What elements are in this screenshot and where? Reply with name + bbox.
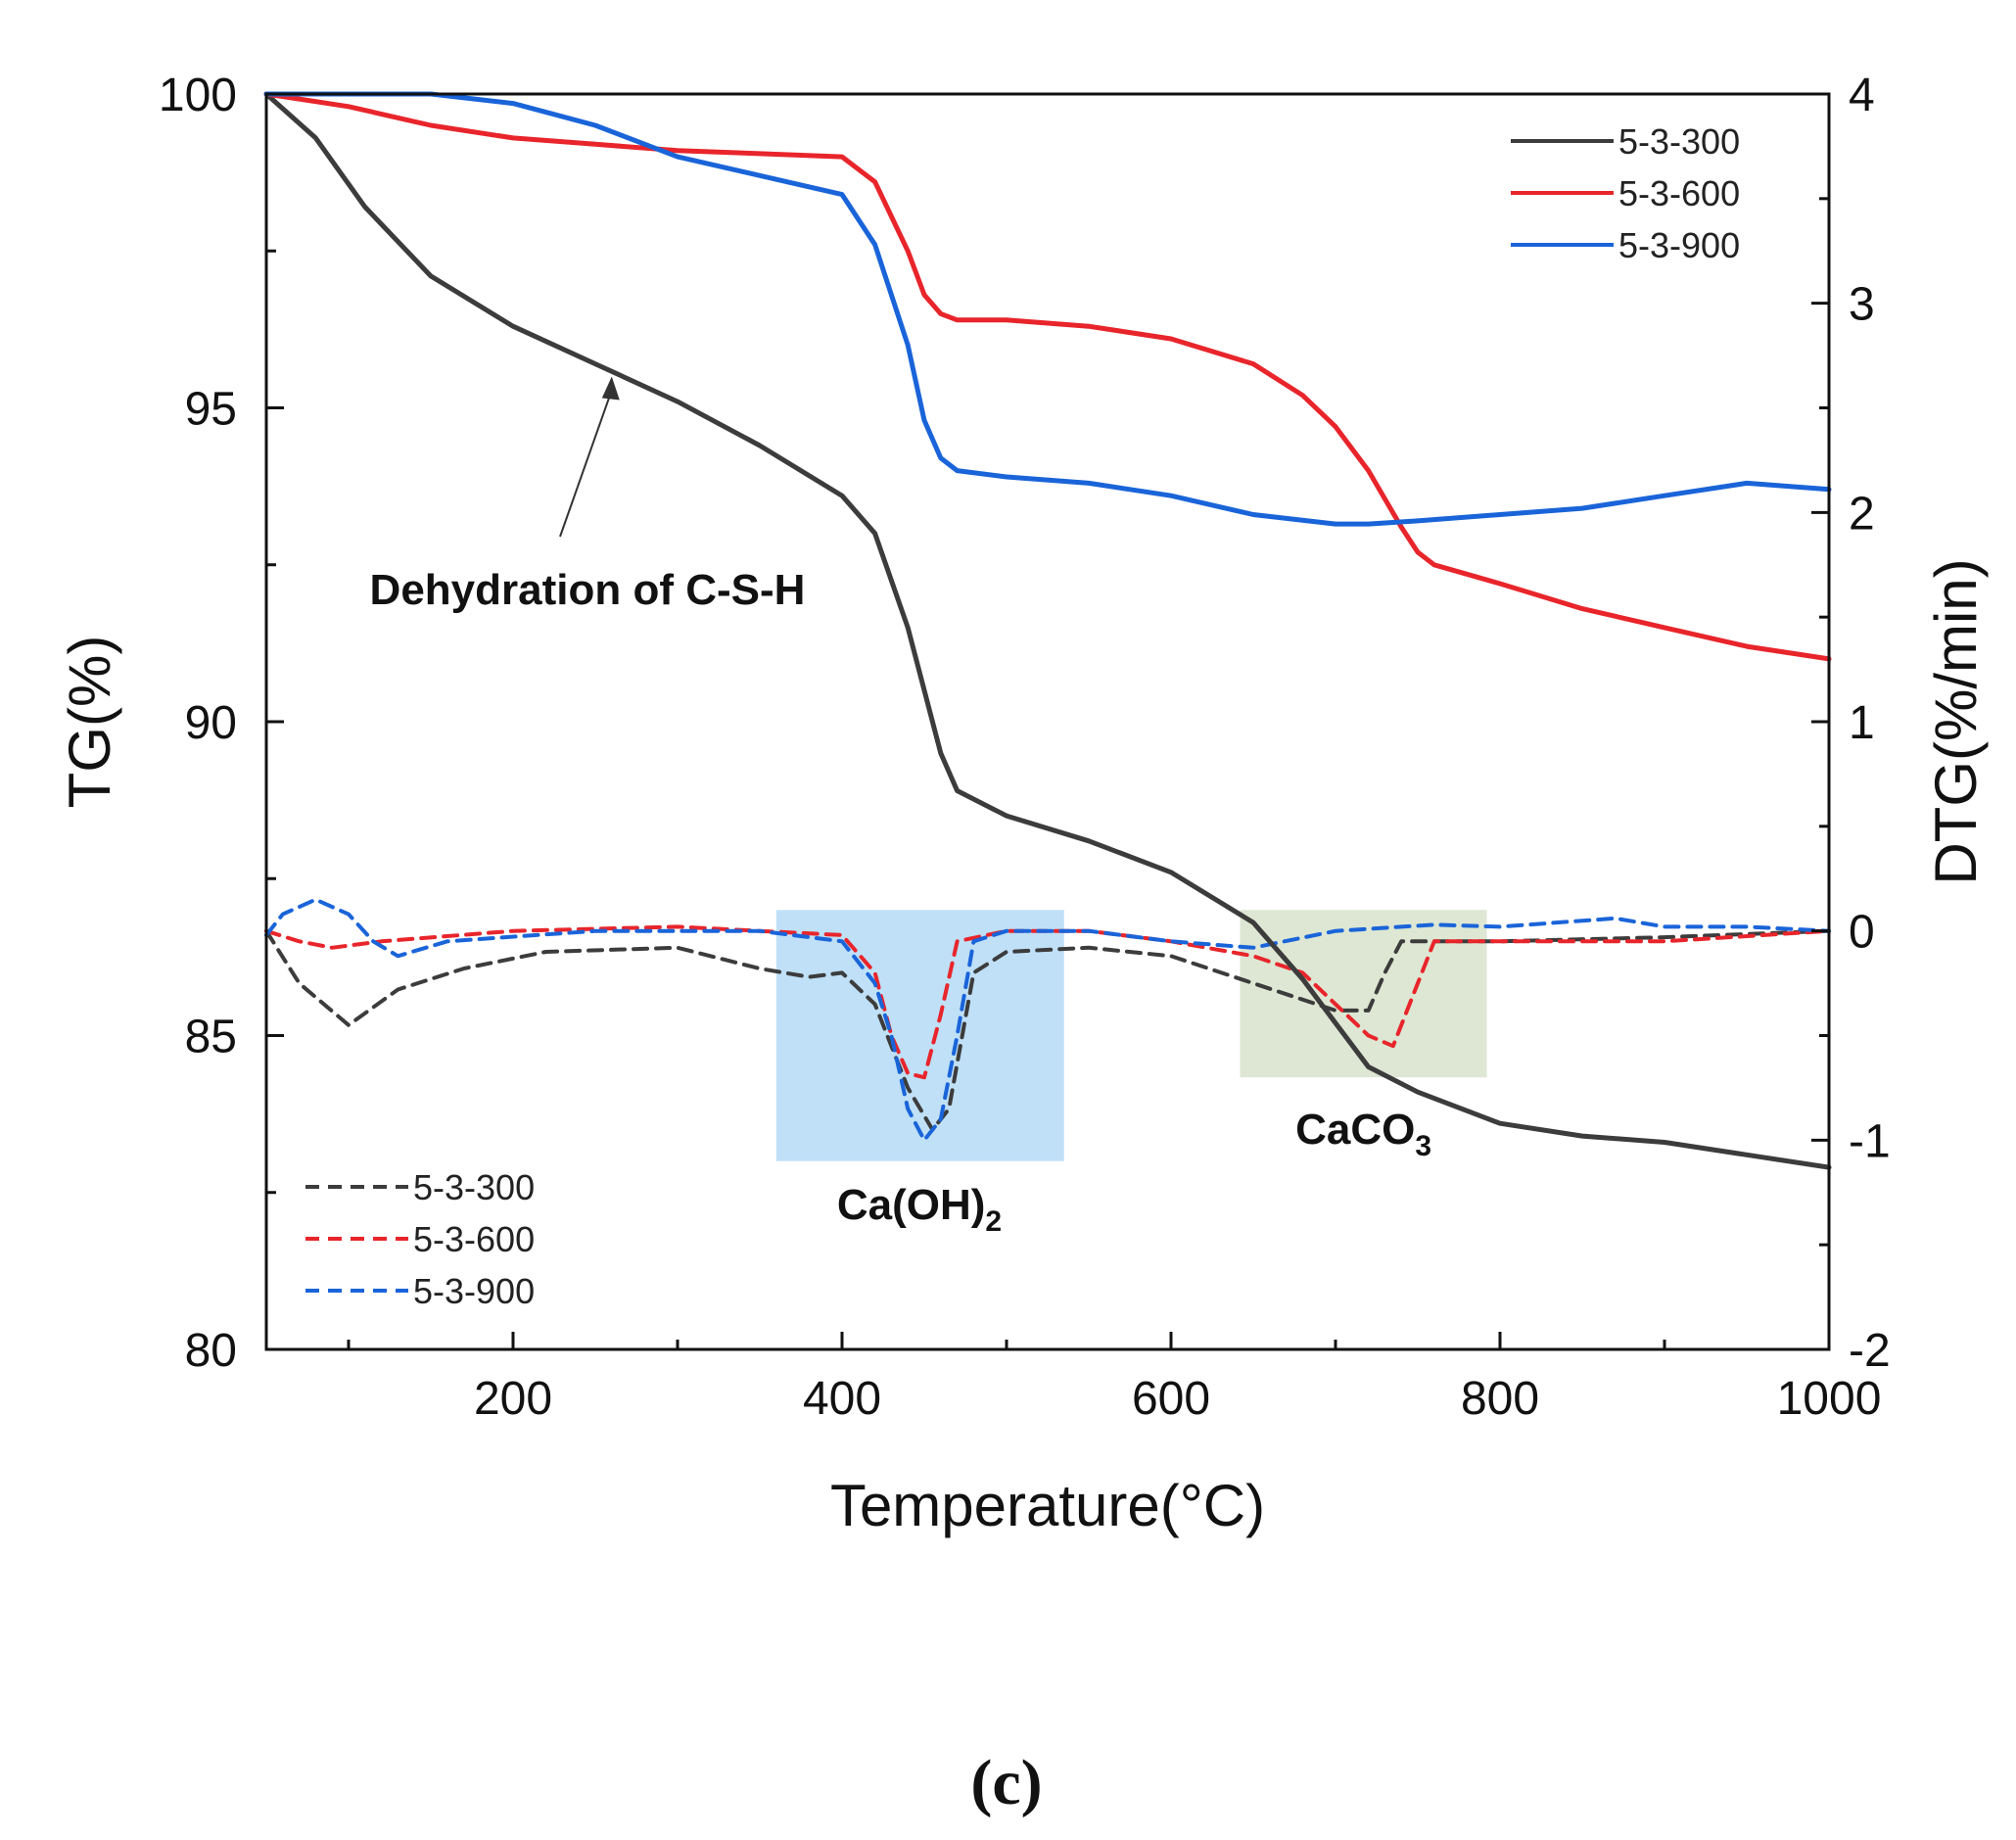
annotation-csh-dehydration: Dehydration of C-S-H — [370, 376, 806, 614]
tg-line-5-3-600 — [263, 91, 1832, 662]
legend-label-5-3-300: 5-3-300 — [1618, 121, 1740, 162]
y-right-tick-label: -1 — [1849, 1115, 1891, 1167]
caco3-highlight-region — [1240, 910, 1487, 1078]
x-tick-label: 800 — [1461, 1373, 1539, 1425]
y-right-axis-ticks: -2 -1 0 1 2 3 4 — [1811, 70, 1891, 1377]
y-left-tick-label: 80 — [185, 1325, 237, 1377]
y-right-tick-label: 2 — [1849, 488, 1875, 540]
y-right-tick-label: 1 — [1849, 697, 1875, 749]
dtg-line-5-3-600 — [264, 924, 1831, 1080]
annotation-caco3-base: CaCO — [1295, 1106, 1415, 1154]
legend-label-5-3-900: 5-3-900 — [1618, 225, 1740, 265]
y-left-tick-label: 95 — [185, 384, 237, 436]
caoh2-highlight-region — [775, 910, 1064, 1161]
legend-label-5-3-600: 5-3-600 — [413, 1219, 535, 1259]
y-right-tick-label: -2 — [1849, 1325, 1891, 1377]
tg-line-5-3-300 — [263, 91, 1832, 1170]
annotation-caoh2-subscript: 2 — [985, 1205, 1002, 1238]
x-tick-label: 600 — [1132, 1373, 1210, 1425]
x-tick-label: 200 — [474, 1373, 552, 1425]
legend-label-5-3-600: 5-3-600 — [1618, 173, 1740, 213]
y-left-axis-ticks: 80 85 90 95 100 — [159, 70, 284, 1377]
y-right-axis-title: DTG(%/min) — [1923, 558, 1989, 884]
y-left-axis-title: TG(%) — [57, 636, 122, 809]
dtg-line-5-3-900 — [264, 897, 1831, 1143]
annotation-arrow-line — [559, 390, 613, 538]
annotation-csh-label: Dehydration of C-S-H — [370, 566, 806, 614]
annotation-caco3-subscript: 3 — [1415, 1130, 1431, 1162]
legend-tg: 5-3-300 5-3-600 5-3-900 — [1511, 121, 1740, 265]
panel-label: (c) — [970, 1747, 1042, 1818]
annotation-caco3-label: CaCO3 — [1295, 1106, 1431, 1162]
x-tick-label: 400 — [803, 1373, 881, 1425]
dtg-line-5-3-300 — [264, 928, 1831, 1132]
y-left-tick-label: 85 — [185, 1012, 237, 1063]
annotation-caoh2-label: Ca(OH)2 — [837, 1181, 1002, 1238]
tg-line-5-3-900 — [263, 91, 1832, 527]
annotation-caoh2-base: Ca(OH) — [837, 1181, 986, 1229]
x-axis-ticks: 200 400 600 800 1000 — [347, 1332, 1882, 1425]
y-right-tick-label: 3 — [1849, 279, 1875, 331]
legend-label-5-3-300: 5-3-300 — [413, 1167, 535, 1207]
x-tick-label: 1000 — [1777, 1373, 1882, 1425]
y-right-tick-label: 0 — [1849, 907, 1875, 959]
y-right-tick-label: 4 — [1849, 70, 1875, 121]
legend-dtg: 5-3-300 5-3-600 5-3-900 — [305, 1167, 535, 1311]
y-left-tick-label: 90 — [185, 697, 237, 749]
series-layer — [263, 91, 1832, 1170]
annotation-arrow-head — [601, 376, 620, 401]
x-axis-title: Temperature(°C) — [830, 1473, 1265, 1538]
legend-label-5-3-900: 5-3-900 — [413, 1271, 535, 1311]
y-left-tick-label: 100 — [159, 70, 237, 121]
